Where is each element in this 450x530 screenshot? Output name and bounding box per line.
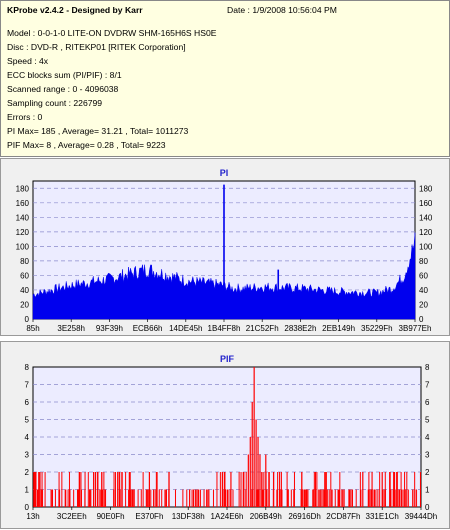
y-tick-left: 120 — [16, 228, 30, 237]
y-tick-right: 6 — [425, 398, 430, 407]
x-tick-label: 39444Dh — [405, 512, 437, 521]
x-tick-label: 1B4FF8h — [208, 324, 241, 333]
y-tick-left: 4 — [25, 433, 30, 442]
y-tick-left: 5 — [25, 416, 30, 425]
y-tick-right: 4 — [425, 433, 430, 442]
y-tick-right: 140 — [419, 213, 433, 222]
range-line: Scanned range : 0 - 4096038 — [7, 84, 119, 94]
y-tick-right: 60 — [419, 271, 428, 280]
y-tick-left: 180 — [16, 184, 30, 193]
pi-chart-panel: PI 0 0 20 20 40 40 60 60 80 80 100 100 120 120 140 140 16… — [0, 158, 450, 336]
y-tick-right: 3 — [425, 451, 430, 460]
ecc-line: ECC blocks sum (PI/PIF) : 8/1 — [7, 70, 122, 80]
x-tick-label: 1A24E6h — [211, 512, 244, 521]
y-tick-right: 0 — [425, 503, 430, 512]
y-tick-left: 2 — [25, 468, 30, 477]
x-tick-label: E370Fh — [135, 512, 163, 521]
pi-summary-line: PI Max= 185 , Average= 31.21 , Total= 10… — [7, 126, 189, 136]
y-tick-left: 0 — [25, 315, 30, 324]
x-tick-label: 2EB149h — [322, 324, 355, 333]
y-tick-right: 160 — [419, 199, 433, 208]
y-tick-right: 2 — [425, 468, 430, 477]
y-tick-left: 140 — [16, 213, 30, 222]
y-tick-left: 40 — [20, 286, 29, 295]
y-tick-left: 20 — [20, 300, 29, 309]
x-tick-label: 331E1Ch — [366, 512, 399, 521]
speed-line: Speed : 4x — [7, 56, 49, 66]
x-tick-label: 2CD87Fh — [326, 512, 360, 521]
x-tick-label: 3C2EEh — [57, 512, 87, 521]
x-tick-label: 14DE45h — [169, 324, 202, 333]
y-tick-right: 180 — [419, 184, 433, 193]
x-tick-label: 35229Fh — [361, 324, 393, 333]
y-tick-right: 7 — [425, 381, 430, 390]
y-tick-right: 120 — [419, 228, 433, 237]
sampling-line: Sampling count : 226799 — [7, 98, 103, 108]
y-tick-left: 0 — [25, 503, 30, 512]
y-tick-left: 8 — [25, 363, 30, 372]
scan-date: Date : 1/9/2008 10:56:04 PM — [227, 5, 337, 15]
y-tick-left: 100 — [16, 242, 30, 251]
info-panel: KProbe v2.4.2 - Designed by Karr Date : … — [0, 0, 450, 157]
y-tick-left: 6 — [25, 398, 30, 407]
x-tick-label: 13h — [26, 512, 39, 521]
y-tick-right: 100 — [419, 242, 433, 251]
x-tick-label: 26916Dh — [288, 512, 320, 521]
app-title: KProbe v2.4.2 - Designed by Karr — [7, 5, 143, 15]
pif-chart-panel: PIF 0 0 1 1 2 2 3 3 4 4 5 5 6 6 7 7 8 8 13h 3C2EEh 90E0Fh E370… — [0, 341, 450, 529]
y-tick-right: 80 — [419, 257, 428, 266]
y-tick-right: 1 — [425, 486, 430, 495]
chart-title-pif: PIF — [220, 354, 235, 364]
y-tick-left: 160 — [16, 199, 30, 208]
y-tick-left: 80 — [20, 257, 29, 266]
x-tick-label: 3E258h — [57, 324, 85, 333]
y-tick-right: 5 — [425, 416, 430, 425]
x-tick-label: 206B49h — [250, 512, 282, 521]
errors-line: Errors : 0 — [7, 112, 43, 122]
disc-line: Disc : DVD-R , RITEKP01 [RITEK Corporati… — [7, 42, 186, 52]
x-tick-label: 90E0Fh — [97, 512, 125, 521]
y-tick-left: 1 — [25, 486, 30, 495]
y-tick-left: 60 — [20, 271, 29, 280]
x-tick-label: 13DF38h — [172, 512, 205, 521]
y-tick-left: 3 — [25, 451, 30, 460]
y-tick-right: 0 — [419, 315, 424, 324]
y-tick-left: 7 — [25, 381, 30, 390]
x-tick-label: 85h — [26, 324, 39, 333]
model-line: Model : 0-0-1-0 LITE-ON DVDRW SHM-165H6S… — [7, 28, 217, 38]
x-tick-label: ECB66h — [133, 324, 163, 333]
x-tick-label: 21C52Fh — [246, 324, 279, 333]
y-tick-right: 20 — [419, 300, 428, 309]
x-tick-label: 3B977Eh — [399, 324, 432, 333]
x-tick-label: 93F39h — [96, 324, 123, 333]
pif-chart: PIF 0 0 1 1 2 2 3 3 4 4 5 5 6 6 7 7 8 8 13h 3C2EEh 90E0Fh E370… — [25, 354, 438, 521]
x-tick-label: 2838E2h — [284, 324, 316, 333]
chart-title-pi: PI — [220, 168, 229, 178]
y-tick-right: 8 — [425, 363, 430, 372]
y-tick-right: 40 — [419, 286, 428, 295]
pi-chart: PI 0 0 20 20 40 40 60 60 80 80 100 100 120 120 140 140 16… — [16, 168, 433, 333]
pif-summary-line: PIF Max= 8 , Average= 0.28 , Total= 9223 — [7, 140, 166, 150]
